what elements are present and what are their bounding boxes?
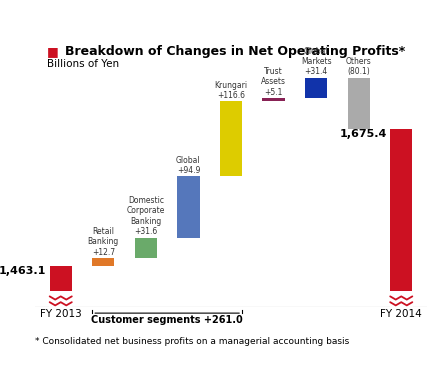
Text: Trust
Assets
+5.1: Trust Assets +5.1 [261, 67, 286, 97]
Text: 1,463.1: 1,463.1 [0, 266, 46, 276]
Text: Customer segments +261.0: Customer segments +261.0 [91, 315, 243, 325]
Text: * Consolidated net business profits on a managerial accounting basis: * Consolidated net business profits on a… [35, 337, 349, 346]
Bar [305, 78, 327, 98]
Text: Krungari
+116.6: Krungari +116.6 [214, 80, 248, 100]
Text: Breakdown of Changes in Net Operating Profits*: Breakdown of Changes in Net Operating Pr… [65, 45, 405, 58]
Text: Global
Markets
+31.4: Global Markets +31.4 [301, 47, 331, 76]
Bar [348, 78, 370, 129]
Bar [92, 258, 114, 266]
Text: Domestic
Corporate
Banking
+31.6: Domestic Corporate Banking +31.6 [127, 196, 165, 236]
Bar [220, 101, 242, 177]
Text: Global
+94.9: Global +94.9 [176, 156, 201, 175]
Text: 1,675.4: 1,675.4 [339, 129, 387, 139]
Bar [135, 237, 157, 258]
Text: Retail
Banking
+12.7: Retail Banking +12.7 [88, 227, 119, 257]
Text: Others
(80.1): Others (80.1) [346, 57, 371, 76]
Text: FY 2014: FY 2014 [381, 309, 422, 319]
Bar [49, 291, 72, 307]
Bar [50, 266, 72, 291]
Bar [263, 98, 285, 101]
Bar [390, 291, 413, 307]
Bar [177, 177, 199, 237]
Text: Billions of Yen: Billions of Yen [47, 59, 119, 68]
Text: ■: ■ [47, 45, 59, 58]
Bar [390, 129, 412, 291]
Text: FY 2013: FY 2013 [40, 309, 81, 319]
